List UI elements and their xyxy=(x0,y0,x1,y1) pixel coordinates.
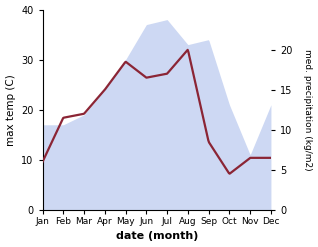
Y-axis label: med. precipitation (kg/m2): med. precipitation (kg/m2) xyxy=(303,49,313,171)
X-axis label: date (month): date (month) xyxy=(115,231,198,242)
Y-axis label: max temp (C): max temp (C) xyxy=(5,74,16,146)
